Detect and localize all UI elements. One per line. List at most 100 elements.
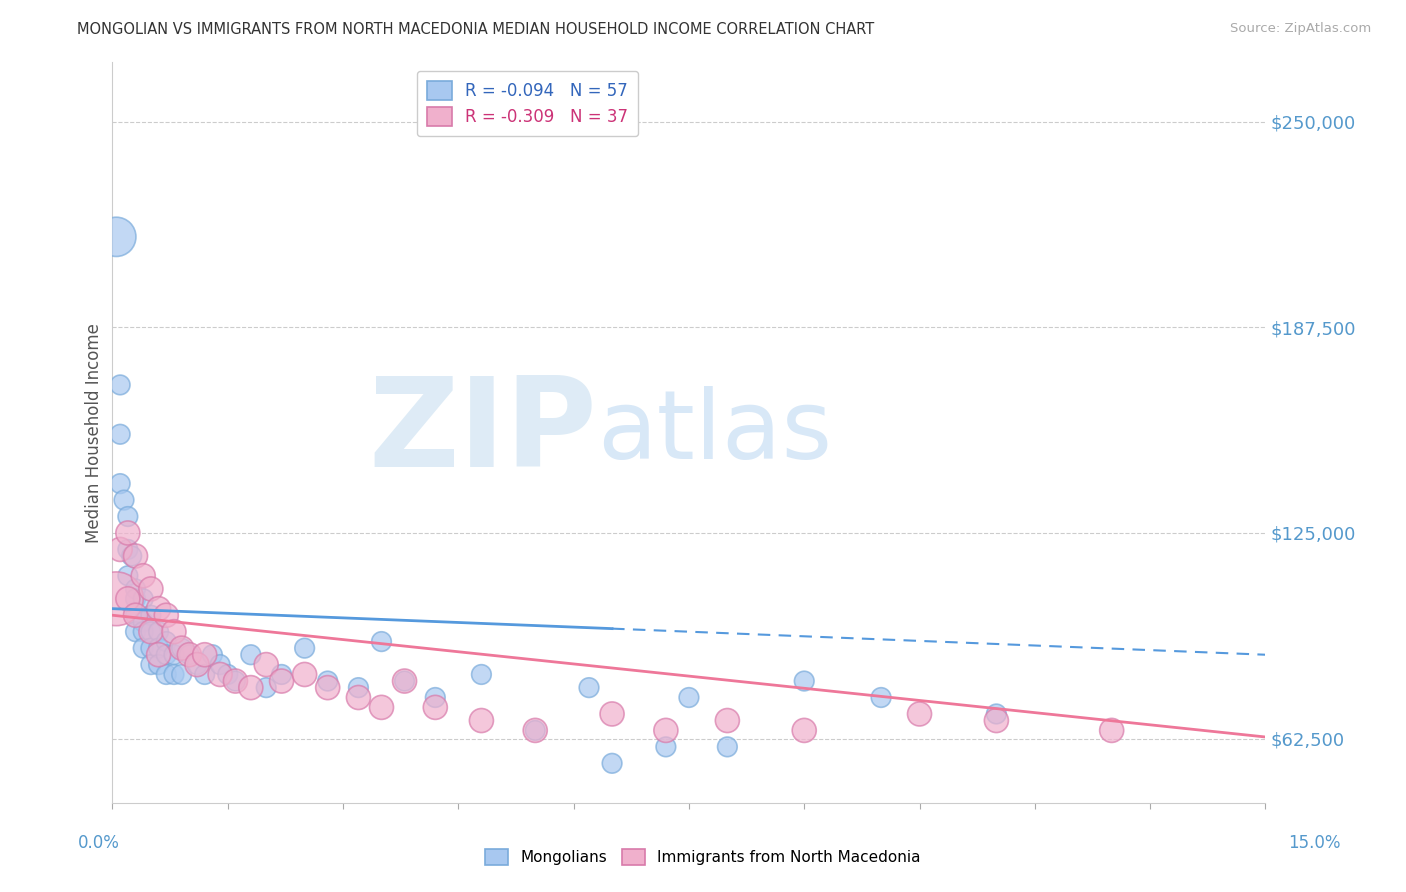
Point: [148, 624, 170, 639]
Text: Source: ZipAtlas.com: Source: ZipAtlas.com: [1230, 22, 1371, 36]
Point: [105, 230, 128, 244]
Point: [148, 641, 170, 656]
Point: [124, 608, 146, 623]
Point: [170, 667, 193, 681]
Point: [105, 591, 128, 606]
Point: [678, 690, 700, 705]
Point: [112, 493, 135, 508]
Point: [132, 568, 155, 582]
Point: [294, 641, 316, 656]
Point: [108, 427, 131, 442]
Point: [470, 714, 492, 728]
Point: [170, 641, 193, 656]
Point: [132, 615, 155, 629]
Text: 0.0%: 0.0%: [77, 834, 120, 852]
Point: [139, 657, 162, 672]
Y-axis label: Median Household Income: Median Household Income: [84, 323, 103, 542]
Point: [194, 648, 217, 662]
Point: [163, 667, 186, 681]
Point: [425, 700, 447, 714]
Point: [347, 690, 370, 705]
Point: [132, 641, 155, 656]
Point: [186, 657, 208, 672]
Text: 15.0%: 15.0%: [1288, 834, 1341, 852]
Point: [239, 648, 262, 662]
Point: [155, 667, 177, 681]
Point: [132, 591, 155, 606]
Legend: Mongolians, Immigrants from North Macedonia: Mongolians, Immigrants from North Macedo…: [479, 843, 927, 871]
Point: [139, 624, 162, 639]
Point: [578, 681, 600, 695]
Point: [117, 591, 139, 606]
Point: [148, 648, 170, 662]
Point: [425, 690, 447, 705]
Point: [117, 526, 139, 541]
Point: [170, 641, 193, 656]
Point: [870, 690, 893, 705]
Point: [132, 624, 155, 639]
Point: [124, 608, 146, 623]
Point: [254, 681, 277, 695]
Legend: R = -0.094   N = 57, R = -0.309   N = 37: R = -0.094 N = 57, R = -0.309 N = 37: [416, 70, 638, 136]
Point: [793, 674, 815, 689]
Point: [986, 714, 1008, 728]
Point: [139, 624, 162, 639]
Point: [194, 667, 217, 681]
Text: atlas: atlas: [596, 386, 832, 479]
Point: [124, 591, 146, 606]
Point: [155, 634, 177, 648]
Point: [793, 723, 815, 738]
Text: ZIP: ZIP: [368, 372, 596, 493]
Point: [224, 674, 246, 689]
Point: [217, 667, 239, 681]
Point: [1101, 723, 1123, 738]
Point: [163, 648, 186, 662]
Text: MONGOLIAN VS IMMIGRANTS FROM NORTH MACEDONIA MEDIAN HOUSEHOLD INCOME CORRELATION: MONGOLIAN VS IMMIGRANTS FROM NORTH MACED…: [77, 22, 875, 37]
Point: [139, 641, 162, 656]
Point: [316, 681, 339, 695]
Point: [121, 549, 143, 563]
Point: [316, 674, 339, 689]
Point: [716, 714, 738, 728]
Point: [908, 706, 931, 721]
Point: [209, 667, 232, 681]
Point: [148, 601, 170, 615]
Point: [201, 648, 224, 662]
Point: [239, 681, 262, 695]
Point: [470, 667, 492, 681]
Point: [155, 648, 177, 662]
Point: [600, 706, 623, 721]
Point: [124, 624, 146, 639]
Point: [600, 756, 623, 771]
Point: [148, 657, 170, 672]
Point: [108, 542, 131, 557]
Point: [117, 542, 139, 557]
Point: [108, 378, 131, 392]
Point: [186, 657, 208, 672]
Point: [716, 739, 738, 754]
Point: [163, 624, 186, 639]
Point: [524, 723, 547, 738]
Point: [270, 674, 292, 689]
Point: [655, 739, 678, 754]
Point: [394, 674, 416, 689]
Point: [224, 674, 246, 689]
Point: [370, 634, 392, 648]
Point: [209, 657, 232, 672]
Point: [655, 723, 678, 738]
Point: [524, 723, 547, 738]
Point: [155, 608, 177, 623]
Point: [347, 681, 370, 695]
Point: [986, 706, 1008, 721]
Point: [270, 667, 292, 681]
Point: [294, 667, 316, 681]
Point: [108, 476, 131, 491]
Point: [394, 674, 416, 689]
Point: [179, 648, 201, 662]
Point: [254, 657, 277, 672]
Point: [117, 509, 139, 524]
Point: [139, 608, 162, 623]
Point: [179, 648, 201, 662]
Point: [124, 549, 146, 563]
Point: [139, 582, 162, 596]
